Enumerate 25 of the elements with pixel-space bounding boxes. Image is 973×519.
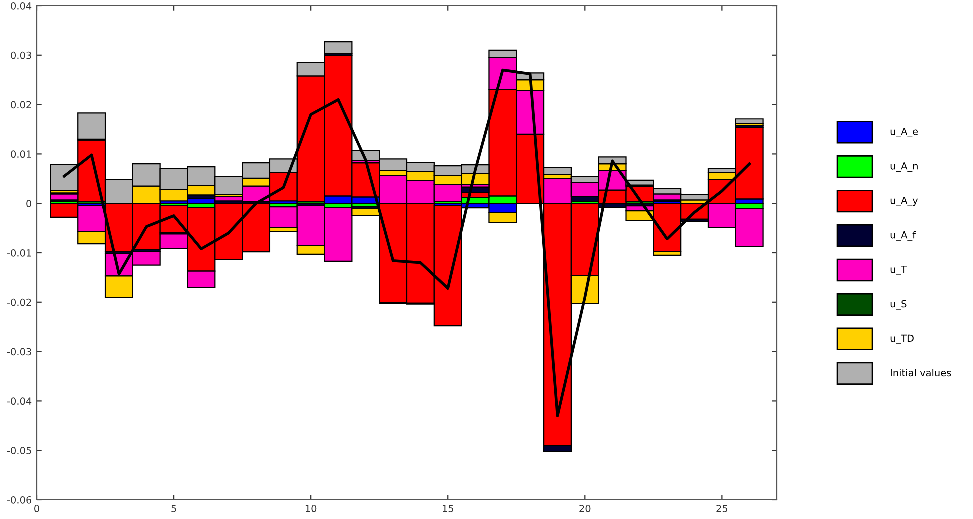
y-tick-label: 0.01 xyxy=(11,150,32,158)
y-tick-label: 0.03 xyxy=(11,52,32,60)
legend-label: Initial values xyxy=(891,369,952,377)
y-tick-label: 0 xyxy=(26,200,32,208)
legend-label: u_A_n xyxy=(890,162,918,172)
x-tick-label: 15 xyxy=(442,505,454,512)
legend-label: u_A_y xyxy=(890,197,918,206)
y-tick-label: -0.06 xyxy=(7,496,32,504)
legend-label: u_TD xyxy=(890,334,914,344)
y-tick-label: -0.05 xyxy=(7,447,32,454)
legend-label: u_A_f xyxy=(890,231,916,241)
x-tick-label: 20 xyxy=(580,505,591,512)
legend-label: u_S xyxy=(890,300,907,310)
y-tick-label: 0.02 xyxy=(11,101,32,109)
y-tick-label: -0.04 xyxy=(7,398,32,406)
legend-label: u_T xyxy=(890,266,908,276)
y-tick-label: -0.02 xyxy=(7,298,32,306)
y-tick-label: -0.03 xyxy=(7,348,32,356)
y-tick-label: -0.01 xyxy=(7,249,32,257)
x-tick-label: 0 xyxy=(34,505,40,512)
y-tick-label: 0.04 xyxy=(11,2,32,10)
x-tick-label: 10 xyxy=(306,505,317,512)
x-tick-label: 5 xyxy=(172,505,176,512)
x-tick-label: 25 xyxy=(716,505,728,512)
legend-label: u_A_e xyxy=(890,128,918,138)
